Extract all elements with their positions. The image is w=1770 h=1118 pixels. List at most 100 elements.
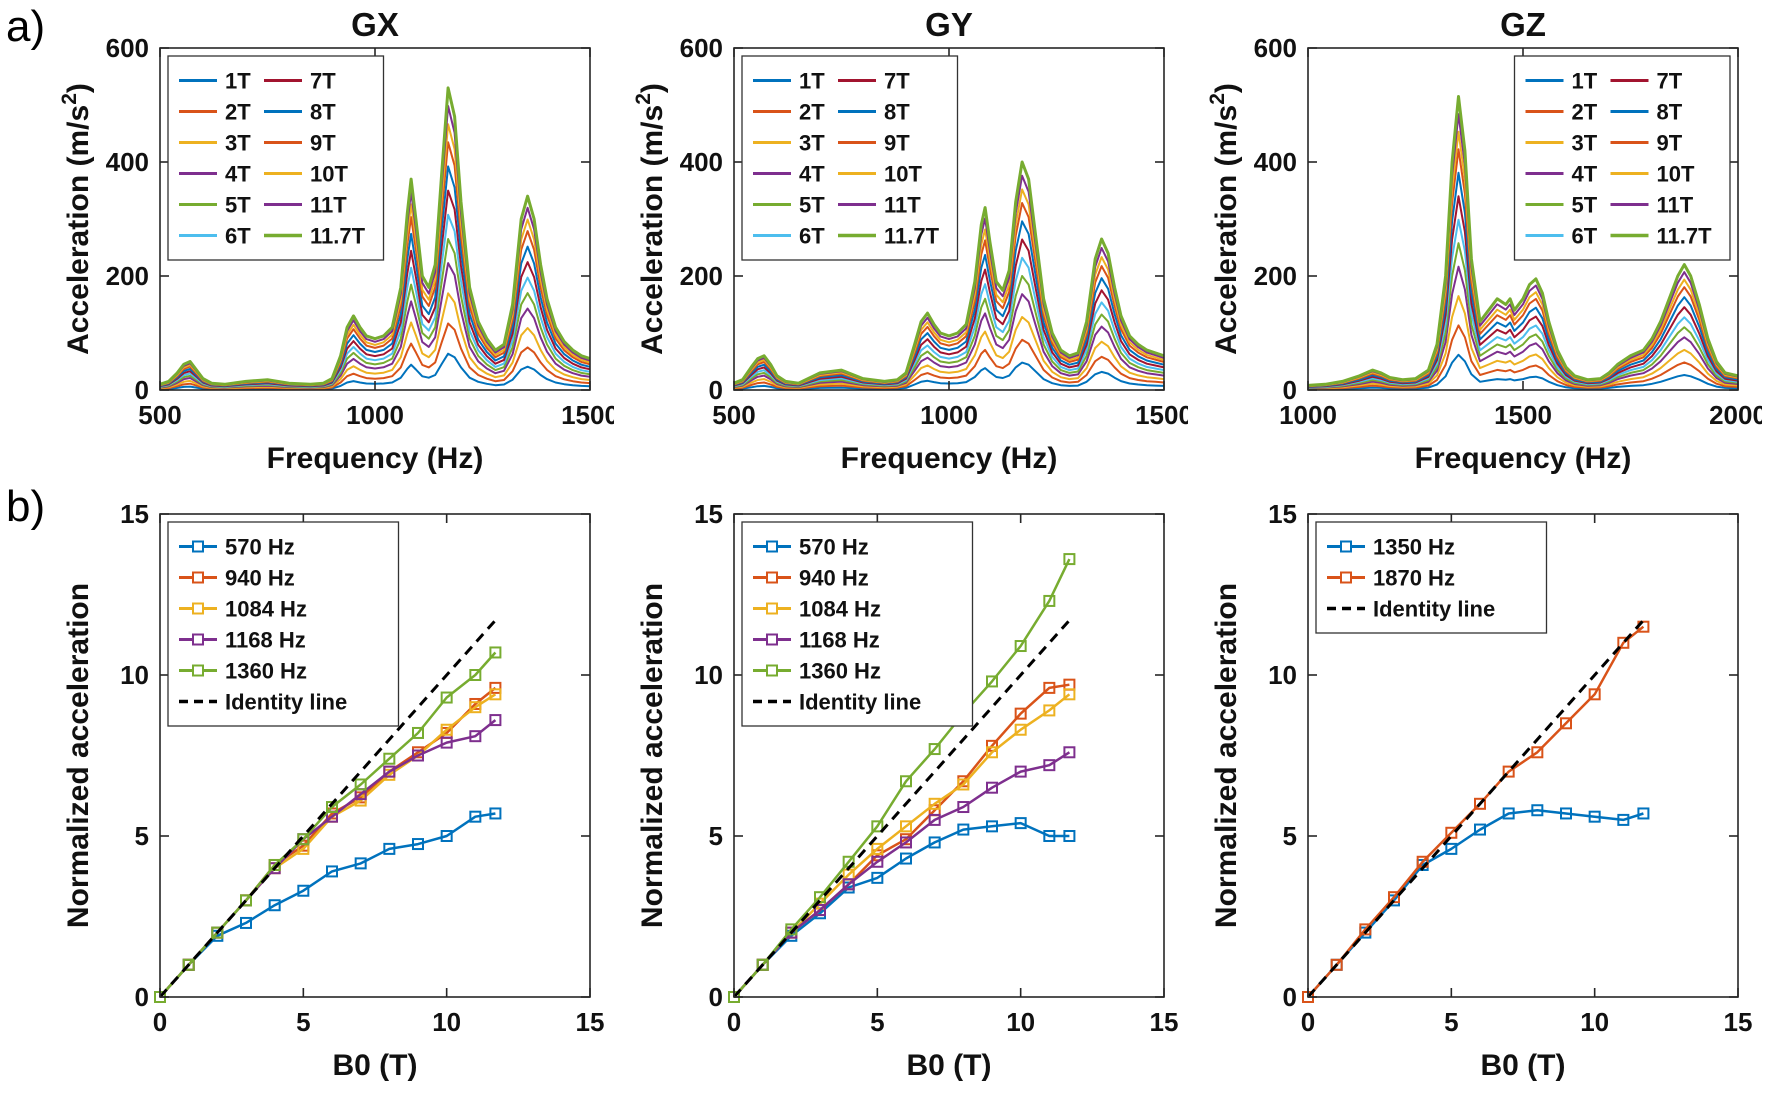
x-tick-label: 500: [138, 400, 181, 430]
marker-square: [412, 726, 424, 739]
x-tick-label: 1500: [1135, 400, 1188, 430]
series-2T: [1307, 324, 1739, 390]
legend-entry-label: 10T: [884, 162, 922, 187]
y-tick-label: 200: [680, 261, 723, 291]
marker-square: [383, 752, 396, 765]
marker-square: [1502, 807, 1515, 820]
marker-square: [1560, 717, 1572, 730]
series-1T: [1307, 353, 1739, 391]
marker-square: [469, 701, 482, 714]
y-tick-label: 5: [135, 821, 149, 851]
marker-square: [871, 842, 884, 855]
y-tick-label: 400: [106, 147, 149, 177]
legend-sample-marker: [766, 602, 778, 615]
legend-entry-label: 1T: [799, 69, 825, 94]
y-tick-label: 600: [680, 33, 723, 63]
legend-entry-label: 940 Hz: [799, 566, 869, 591]
marker-square: [1531, 746, 1544, 759]
marker-square: [383, 842, 396, 855]
x-tick-label: 1500: [1494, 400, 1552, 430]
x-tick-label: 15: [576, 1007, 605, 1037]
legend-box: [1513, 55, 1731, 261]
x-tick-label: 15: [1150, 1007, 1179, 1037]
marker-square: [1617, 813, 1630, 826]
marker-square: [1063, 746, 1076, 759]
legend-entry-label: 9T: [310, 131, 336, 156]
y-tick-label: 0: [1283, 375, 1297, 405]
y-tick-label: 0: [135, 982, 149, 1012]
y-tick-label: 200: [1254, 261, 1297, 291]
x-tick-label: 1500: [561, 400, 614, 430]
y-tick-label: 10: [120, 660, 149, 690]
legend-entry-label: 1T: [1572, 69, 1598, 94]
y-tick-label: 15: [694, 499, 723, 529]
y-tick-label: 400: [680, 147, 723, 177]
legend-entry-label: 6T: [225, 224, 251, 249]
x-tick-label: 5: [296, 1007, 310, 1037]
legend-entry-label: 10T: [310, 162, 348, 187]
legend-entry-label: 11T: [310, 193, 347, 218]
marker-square: [785, 923, 798, 936]
legend-entry-label: 11.7T: [310, 224, 366, 249]
legend-entry-label: 8T: [310, 100, 336, 125]
ticks: 500 1000 1500 0 200 400 600: [106, 33, 619, 430]
y-tick-label: 400: [1254, 147, 1297, 177]
series-group: [1307, 95, 1739, 391]
legend-sample-marker: [192, 540, 204, 553]
legend-entry-label: 4T: [799, 162, 825, 187]
chart-gy-spectrum: 500 1000 1500 0 200 400 600 GY Frequency (Hz) Acc…: [622, 0, 1193, 480]
marker-square: [1617, 636, 1630, 649]
x-tick-label: 10: [1006, 1007, 1035, 1037]
chart-svg-GY-normalized: 0 5 10 15 0 5 10 15 B0 (T) Normalized acceleratio…: [636, 499, 1179, 1082]
marker-square: [1474, 823, 1486, 836]
marker-square: [1637, 807, 1650, 820]
axes-box: [1307, 513, 1739, 998]
marker-square: [928, 836, 941, 849]
chart-gz-normalized: 0 5 10 15 0 5 10 15 B0 (T) Normalized acceleratio…: [1196, 480, 1762, 1113]
x-tick-label: 0: [153, 1007, 167, 1037]
chart-gy-normalized: 0 5 10 15 0 5 10 15 B0 (T) Normalized acceleratio…: [622, 480, 1188, 1113]
series-1350 Hz: [1307, 808, 1644, 998]
x-tick-label: 5: [1444, 1007, 1458, 1037]
marker-square: [1014, 640, 1027, 653]
x-tick-label: 1000: [346, 400, 404, 430]
marker-square: [354, 857, 367, 870]
marker-square: [1043, 594, 1056, 607]
chart-svg-GZ-normalized: 0 5 10 15 0 5 10 15 B0 (T) Normalized acceleratio…: [1210, 499, 1752, 1082]
marker-square: [489, 646, 502, 659]
legend-entry-label: 1084 Hz: [225, 597, 307, 622]
x-tick-label: 0: [727, 1007, 741, 1037]
legend-sample-marker: [766, 540, 778, 553]
marker-square: [986, 746, 998, 759]
marker-square: [1014, 707, 1027, 720]
legend-entry-label: 6T: [1572, 224, 1598, 249]
marker-square: [871, 871, 884, 884]
marker-square: [1560, 807, 1572, 820]
series-3T: [1307, 295, 1739, 390]
marker-square: [957, 801, 970, 814]
legend-sample-marker: [192, 602, 204, 615]
y-axis-label: Normalized acceleration: [62, 583, 95, 928]
marker-square: [354, 778, 367, 791]
chart-title: GY: [925, 6, 973, 43]
y-axis-label: Acceleration (m/s2): [58, 83, 95, 355]
legend-entry-label: 1168 Hz: [225, 628, 306, 653]
series-11.7T: [159, 86, 591, 386]
legend: 570 Hz 940 Hz 1084 Hz 1168 Hz 1360 Hz Identit…: [741, 521, 974, 727]
chart-title: GZ: [1500, 6, 1546, 43]
legend-entry-label: 2T: [225, 100, 251, 125]
legend-entry-label: 1360 Hz: [799, 659, 881, 684]
legend-entry-label: Identity line: [225, 690, 347, 715]
legend-entry-label: 7T: [310, 69, 336, 94]
marker-square: [489, 688, 502, 701]
legend-entry-label: 1350 Hz: [1373, 535, 1455, 560]
legend-entry-label: 4T: [225, 162, 251, 187]
marker-square: [440, 736, 453, 749]
marker-square: [1043, 759, 1056, 772]
legend-sample-marker: [766, 633, 778, 646]
marker-square: [489, 681, 502, 694]
chart-svg-GZ: 1000 1500 2000 0 200 400 600 GZ Frequency (Hz) Ac…: [1206, 6, 1767, 475]
legend-entry-label: 1T: [225, 69, 251, 94]
legend-entry-label: 11T: [884, 193, 921, 218]
